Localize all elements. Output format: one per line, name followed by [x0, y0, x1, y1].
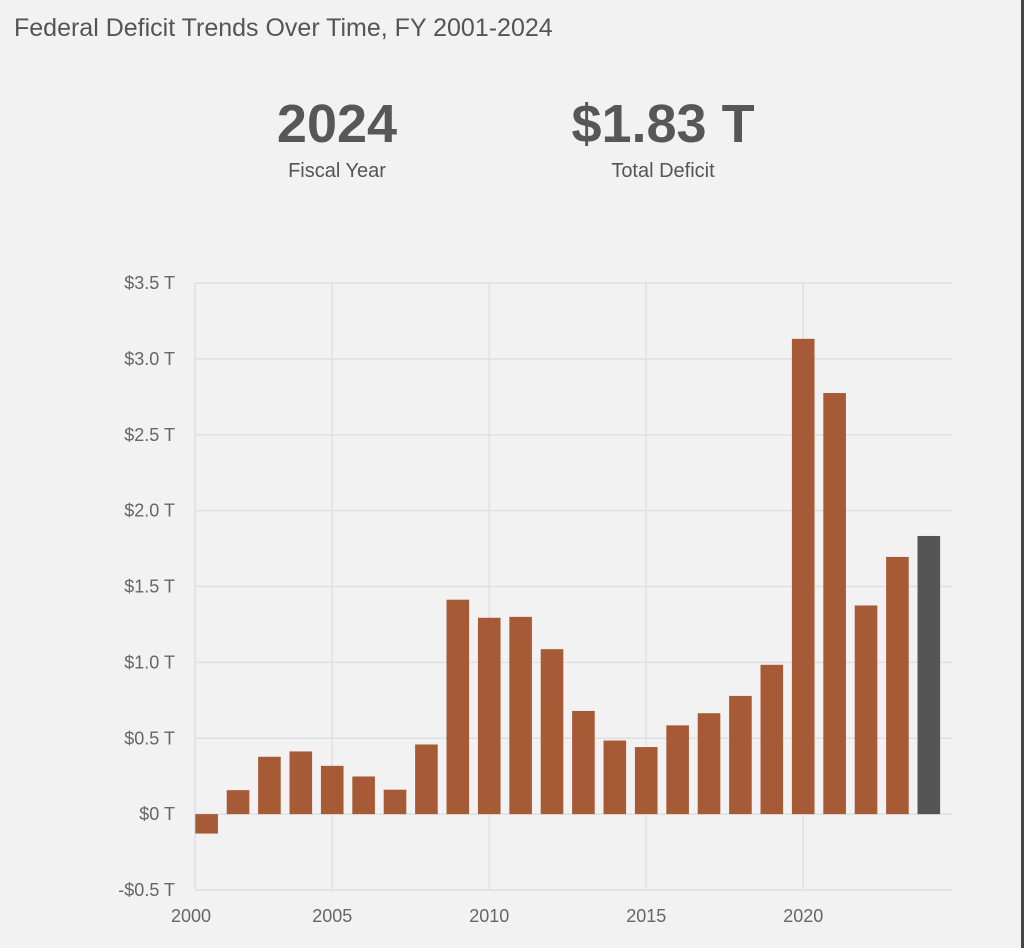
y-tick-label: $1.5 T — [124, 577, 175, 597]
bar-2017 — [697, 713, 721, 815]
stat-value: $1.83 T — [571, 94, 755, 154]
stat-label: Fiscal Year — [288, 160, 386, 182]
bar-2015 — [634, 747, 658, 815]
bar-2003 — [258, 756, 281, 815]
bar-2018 — [729, 695, 752, 815]
stat-total-deficit: $1.83 T Total Deficit — [533, 94, 793, 183]
x-tick-label: 2015 — [626, 906, 666, 926]
y-tick-label: $1.0 T — [124, 652, 175, 672]
chart-title: Federal Deficit Trends Over Time, FY 200… — [14, 14, 553, 42]
bar-2004 — [289, 751, 313, 815]
bar-2009 — [446, 599, 470, 815]
bar-2002 — [226, 790, 250, 815]
stat-value: 2024 — [276, 94, 398, 154]
bar-2020 — [791, 338, 815, 815]
x-tick-label: 2005 — [312, 906, 352, 926]
bar-2023 — [886, 556, 909, 815]
bar-2006 — [352, 776, 375, 815]
window-border — [1021, 0, 1024, 948]
bar-2012 — [540, 649, 564, 815]
bar-2001 — [195, 814, 218, 834]
bar-2014 — [603, 740, 627, 815]
bar-2005 — [320, 765, 344, 815]
stat-fiscal-year: 2024 Fiscal Year — [237, 94, 437, 183]
bar-2011 — [509, 616, 532, 815]
y-tick-label: $3.5 T — [124, 273, 175, 293]
y-tick-label: $2.5 T — [124, 425, 175, 445]
bar-2016 — [666, 725, 689, 815]
y-tick-label: $0.5 T — [124, 728, 175, 748]
y-tick-label: $0 T — [139, 804, 175, 824]
bar-2013 — [572, 710, 595, 815]
bar-2010 — [477, 617, 501, 815]
bar-2022 — [854, 605, 878, 815]
bar-2019 — [760, 664, 784, 815]
x-tick-label: 2010 — [469, 906, 509, 926]
y-tick-label: -$0.5 T — [118, 880, 175, 900]
y-tick-label: $3.0 T — [124, 349, 175, 369]
bar-2024 — [917, 535, 941, 815]
bar-2021 — [823, 393, 846, 815]
x-tick-label: 2000 — [171, 906, 211, 926]
y-tick-label: $2.0 T — [124, 501, 175, 521]
bar-2008 — [415, 744, 438, 815]
x-tick-label: 2020 — [783, 906, 823, 926]
stat-label: Total Deficit — [611, 160, 715, 182]
bar-2007 — [383, 789, 407, 815]
